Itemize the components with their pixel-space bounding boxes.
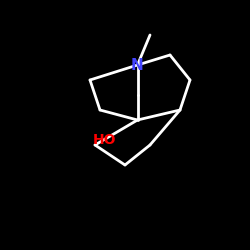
Text: HO: HO [93, 133, 117, 147]
Text: N: N [131, 58, 144, 72]
